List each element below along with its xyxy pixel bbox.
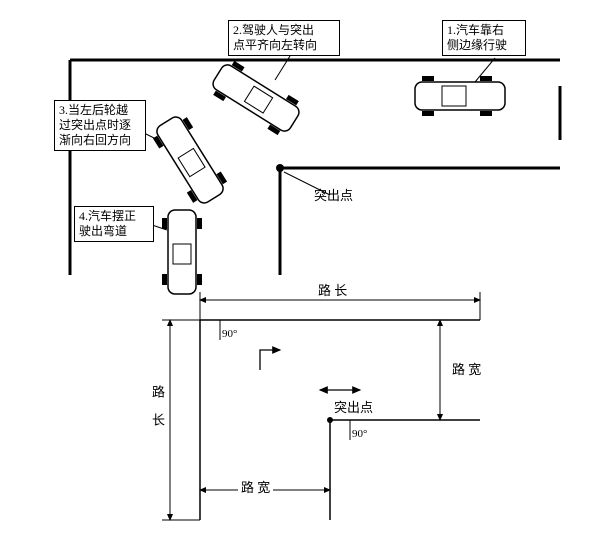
protrude-label-top: 突出点 — [314, 188, 353, 204]
dim-road-length-top: 路 长 — [315, 283, 350, 299]
bottom-diagram — [0, 280, 602, 544]
protrude-label-bottom: 突出点 — [334, 400, 373, 416]
angle-90-bottom: 90° — [352, 428, 367, 441]
dim-road-width-right: 路 宽 — [452, 362, 481, 378]
angle-90-top: 90° — [222, 328, 237, 341]
dim-road-length-left: 路 长 — [148, 385, 167, 426]
dim-road-width-bottom: 路 宽 — [238, 480, 273, 496]
callout-1: 1.汽车靠右 侧边缘行驶 — [442, 20, 526, 56]
callout-4: 4.汽车摆正 驶出弯道 — [74, 206, 154, 242]
callout-2: 2.驾驶人与突出 点平齐向左转向 — [228, 20, 340, 56]
callout-3: 3.当左后轮越 过突出点时逐 渐向右回方向 — [54, 100, 146, 151]
